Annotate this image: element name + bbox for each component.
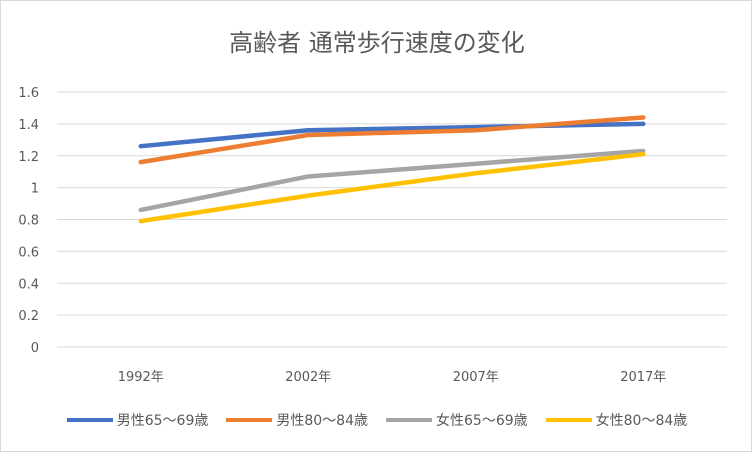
legend-label: 女性65〜69歳 [436, 413, 528, 429]
legend-swatch [386, 418, 432, 422]
y-tick-label: 0.2 [18, 309, 39, 324]
legend-item: 女性80〜84歳 [545, 410, 688, 430]
legend-swatch [545, 418, 592, 422]
legend: 男性65〜69歳 男性80〜84歳 女性65〜69歳 女性80〜84歳 [1, 410, 752, 430]
x-tick-label: 2017年 [620, 370, 666, 385]
x-tick-label: 1992年 [118, 370, 164, 385]
chart-title: 高齢者 通常歩行速度の変化 [229, 29, 525, 57]
y-tick-label: 0.4 [18, 277, 39, 292]
series-line [138, 121, 646, 149]
legend-swatch [66, 418, 113, 422]
x-tick-label: 2002年 [285, 370, 331, 385]
y-tick-label: 1.2 [18, 150, 39, 165]
legend-item: 男性65〜69歳 [66, 410, 209, 430]
legend-label: 男性80〜84歳 [276, 413, 368, 429]
series-line [138, 115, 646, 165]
y-tick-label: 1.6 [18, 86, 39, 101]
y-tick-label: 0 [31, 341, 39, 356]
y-tick-label: 0.6 [18, 245, 39, 260]
series-line [138, 151, 646, 224]
y-tick-label: 1 [31, 182, 39, 197]
legend-label: 女性80〜84歳 [595, 413, 688, 429]
series-line [138, 148, 646, 213]
legend-item: 女性65〜69歳 [386, 410, 528, 430]
legend-swatch [226, 418, 273, 422]
y-tick-label: 0.8 [18, 214, 39, 229]
y-tick-label: 1.4 [18, 118, 39, 133]
legend-item: 男性80〜84歳 [226, 410, 368, 430]
legend-label: 男性65〜69歳 [116, 413, 209, 429]
x-tick-label: 2007年 [453, 370, 499, 385]
